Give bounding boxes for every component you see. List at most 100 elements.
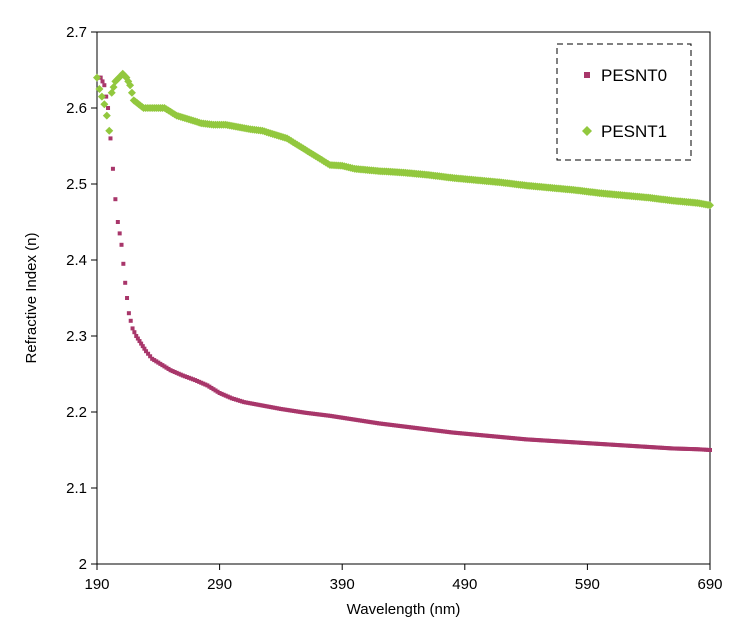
series-layer <box>93 69 714 452</box>
y-tick-label: 2 <box>79 556 87 573</box>
data-point <box>221 392 226 397</box>
data-point <box>180 373 185 378</box>
data-point <box>115 220 120 224</box>
data-point <box>146 351 151 356</box>
x-tick-label: 490 <box>452 576 477 593</box>
data-point <box>186 375 191 380</box>
data-point <box>97 92 106 101</box>
data-point <box>156 360 161 365</box>
data-point <box>174 370 179 375</box>
series-pesnt0 <box>95 75 712 452</box>
data-point <box>140 344 145 349</box>
data-point <box>105 126 114 135</box>
plot-area-frame <box>96 31 711 565</box>
data-point <box>197 379 202 384</box>
data-point <box>276 406 281 411</box>
x-tick-label: 290 <box>207 576 232 593</box>
data-point <box>144 349 149 354</box>
data-point <box>195 378 200 383</box>
data-point <box>193 378 198 383</box>
data-point <box>148 354 153 359</box>
data-point <box>176 371 181 376</box>
data-point <box>213 388 218 393</box>
data-point <box>252 402 257 407</box>
x-tick-label: 690 <box>697 576 722 593</box>
data-point <box>240 399 245 404</box>
data-point <box>128 318 133 323</box>
data-point <box>164 365 169 370</box>
data-point <box>95 85 104 93</box>
data-point <box>110 166 115 171</box>
data-point <box>178 372 183 377</box>
data-point <box>93 73 101 82</box>
data-point <box>102 83 107 88</box>
data-point <box>137 339 142 344</box>
data-point <box>191 377 196 382</box>
data-point <box>258 403 263 408</box>
data-point <box>162 364 167 369</box>
data-point <box>125 296 130 300</box>
data-point <box>123 280 128 285</box>
data-point <box>215 389 220 394</box>
data-point <box>272 405 277 410</box>
data-point <box>205 383 210 388</box>
data-point <box>100 79 105 84</box>
y-axis-title: Refractive Index (n) <box>23 233 40 364</box>
data-point <box>223 393 228 398</box>
legend-item-pesnt0: PESNT0 <box>584 66 667 85</box>
data-point <box>172 369 177 374</box>
data-point <box>264 404 269 409</box>
data-point <box>158 361 163 366</box>
data-point <box>242 400 247 405</box>
data-point <box>233 397 238 402</box>
data-point <box>166 366 171 371</box>
data-point <box>256 402 261 407</box>
data-point <box>268 405 273 410</box>
data-point <box>266 404 271 409</box>
data-point <box>705 447 710 452</box>
x-axis: 190 290 390 490 590 690 <box>84 564 723 593</box>
legend-label: PESNT1 <box>601 122 667 141</box>
legend: PESNT0 PESNT1 <box>556 43 692 161</box>
data-point <box>706 201 714 210</box>
data-point <box>121 261 126 266</box>
data-point <box>135 336 140 341</box>
data-point <box>227 395 232 400</box>
data-point <box>160 363 165 368</box>
data-point <box>246 400 251 405</box>
data-point <box>229 396 234 401</box>
x-axis-title: Wavelength (nm) <box>347 601 461 618</box>
data-point <box>262 403 267 408</box>
data-point <box>697 447 702 452</box>
data-point <box>211 387 216 392</box>
data-point <box>154 359 159 364</box>
data-point <box>244 400 249 405</box>
x-tick-label: 190 <box>84 576 109 593</box>
data-point <box>235 398 240 403</box>
data-point <box>134 334 139 338</box>
data-point <box>207 384 212 389</box>
data-point <box>203 382 208 387</box>
data-point <box>701 447 706 452</box>
legend-marker <box>582 126 592 136</box>
data-point <box>126 81 135 90</box>
data-point <box>274 406 279 411</box>
data-point <box>699 447 704 452</box>
data-point <box>703 447 708 452</box>
y-tick-label: 2.6 <box>66 100 87 117</box>
data-point <box>695 447 700 452</box>
data-point <box>102 111 111 120</box>
data-point <box>225 394 230 399</box>
data-point <box>119 242 124 247</box>
data-point <box>182 374 187 379</box>
data-point <box>100 100 109 109</box>
y-tick-label: 2.7 <box>66 24 87 41</box>
data-point <box>127 88 136 97</box>
data-point <box>117 231 122 236</box>
data-point <box>132 330 137 335</box>
data-point <box>199 380 204 385</box>
data-point <box>201 381 206 386</box>
legend-box <box>556 43 692 161</box>
